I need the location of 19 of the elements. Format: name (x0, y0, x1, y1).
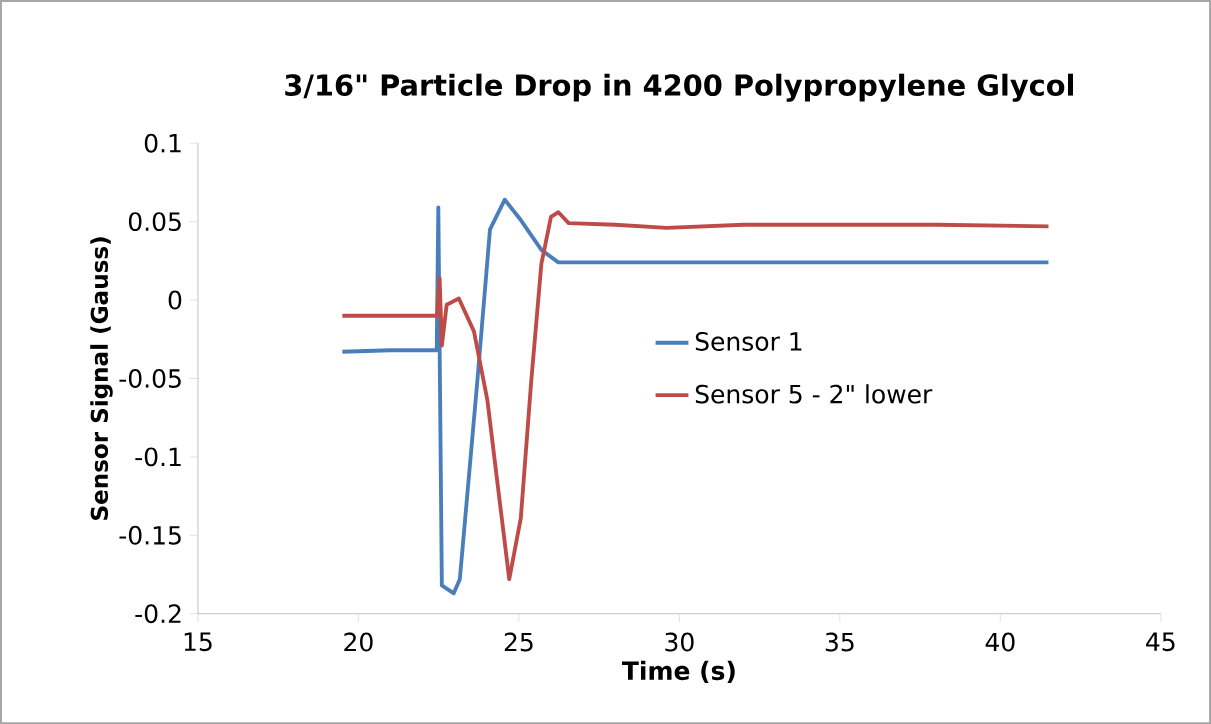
y-tick-label: 0.05 (128, 212, 181, 232)
y-tick-label: 0 (168, 290, 182, 310)
x-tick-label: 25 (504, 632, 533, 652)
x-tick-label: 45 (1146, 632, 1175, 652)
y-tick-label: 0.1 (144, 133, 181, 153)
x-tick-label: 40 (985, 632, 1015, 652)
x-tick-label: 15 (184, 632, 212, 652)
y-tick-label: -0.2 (135, 604, 181, 624)
chart-title: 3/16" Particle Drop in 4200 Polypropylene Glycol (285, 73, 1074, 102)
x-tick-label: 35 (825, 632, 854, 652)
y-axis-title: Sensor Signal (Gauss) (90, 237, 113, 520)
x-tick-label: 20 (344, 632, 373, 652)
x-axis-title: Time (s) (621, 660, 735, 684)
y-tick-label: -0.1 (135, 447, 181, 467)
x-tick-label: 30 (665, 632, 694, 652)
legend-label: Sensor 1 (695, 331, 802, 351)
legend-label: Sensor 5 - 2" lower (695, 384, 933, 404)
y-tick-label: -0.05 (119, 368, 181, 388)
y-tick-label: -0.15 (119, 525, 181, 545)
